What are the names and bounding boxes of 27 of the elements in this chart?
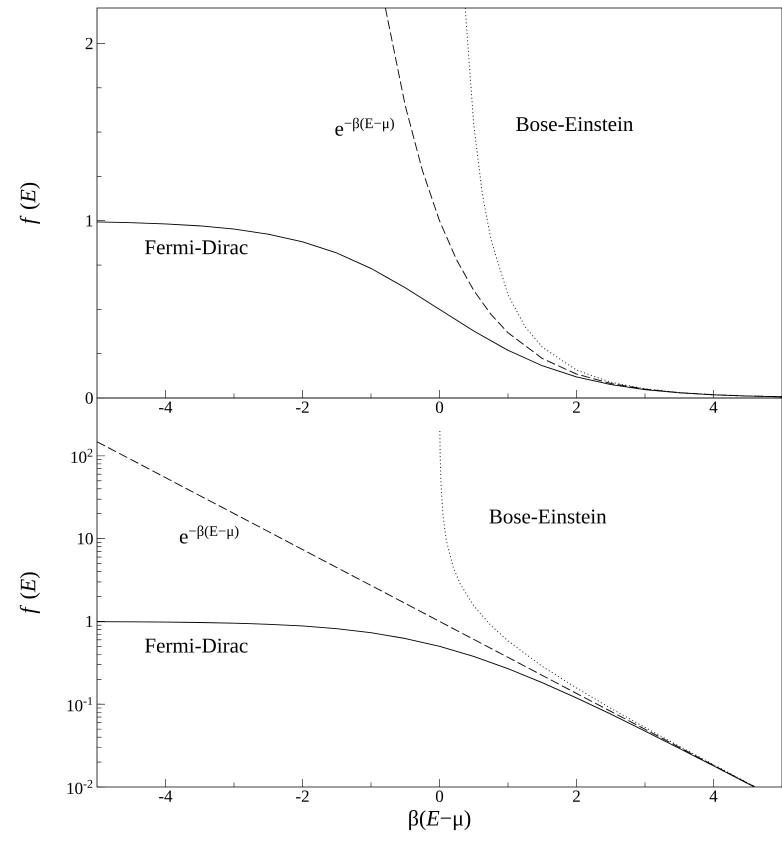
series-label: Bose-Einstein	[516, 117, 634, 132]
x-tick-label: 0	[436, 790, 444, 802]
y-tick-label: 1	[86, 215, 92, 226]
y-axis-title: f (E)	[20, 182, 40, 224]
x-tick-label: 4	[710, 790, 718, 802]
x-tick-label: -4	[159, 402, 172, 413]
series-label: e$^{−β(E−μ)}$	[180, 526, 238, 544]
x-tick-label: -2	[296, 402, 309, 413]
y-tick-label: 2	[86, 38, 93, 50]
y-tick-label: 10	[78, 532, 93, 544]
legend-label: Fermi-Dirac	[145, 638, 248, 653]
series-label: Fermi-Dirac	[145, 240, 248, 254]
y-tick-label: 10$^{2}$	[72, 448, 92, 464]
y-tick-label: 1	[86, 616, 92, 628]
y-tick-label: 10$^{-2}$	[68, 780, 92, 794]
y-tick-label: 0	[86, 392, 93, 404]
x-tick-label: 2	[573, 402, 580, 413]
x-tick-label: -2	[296, 790, 309, 802]
text: Bose-Einstein	[489, 509, 606, 524]
x-axis-title: β(E−μ)	[409, 810, 470, 830]
x-tick-label: 2	[573, 790, 580, 802]
series-label: e$^{−β(E−μ)}$	[335, 118, 394, 136]
x-tick-label: -4	[159, 790, 172, 802]
y-tick-label: 10$^{-1}$	[68, 697, 92, 712]
x-tick-label: 0	[436, 402, 444, 414]
y-axis-title: f (E)	[20, 572, 40, 614]
x-tick-label: 4	[710, 402, 718, 413]
